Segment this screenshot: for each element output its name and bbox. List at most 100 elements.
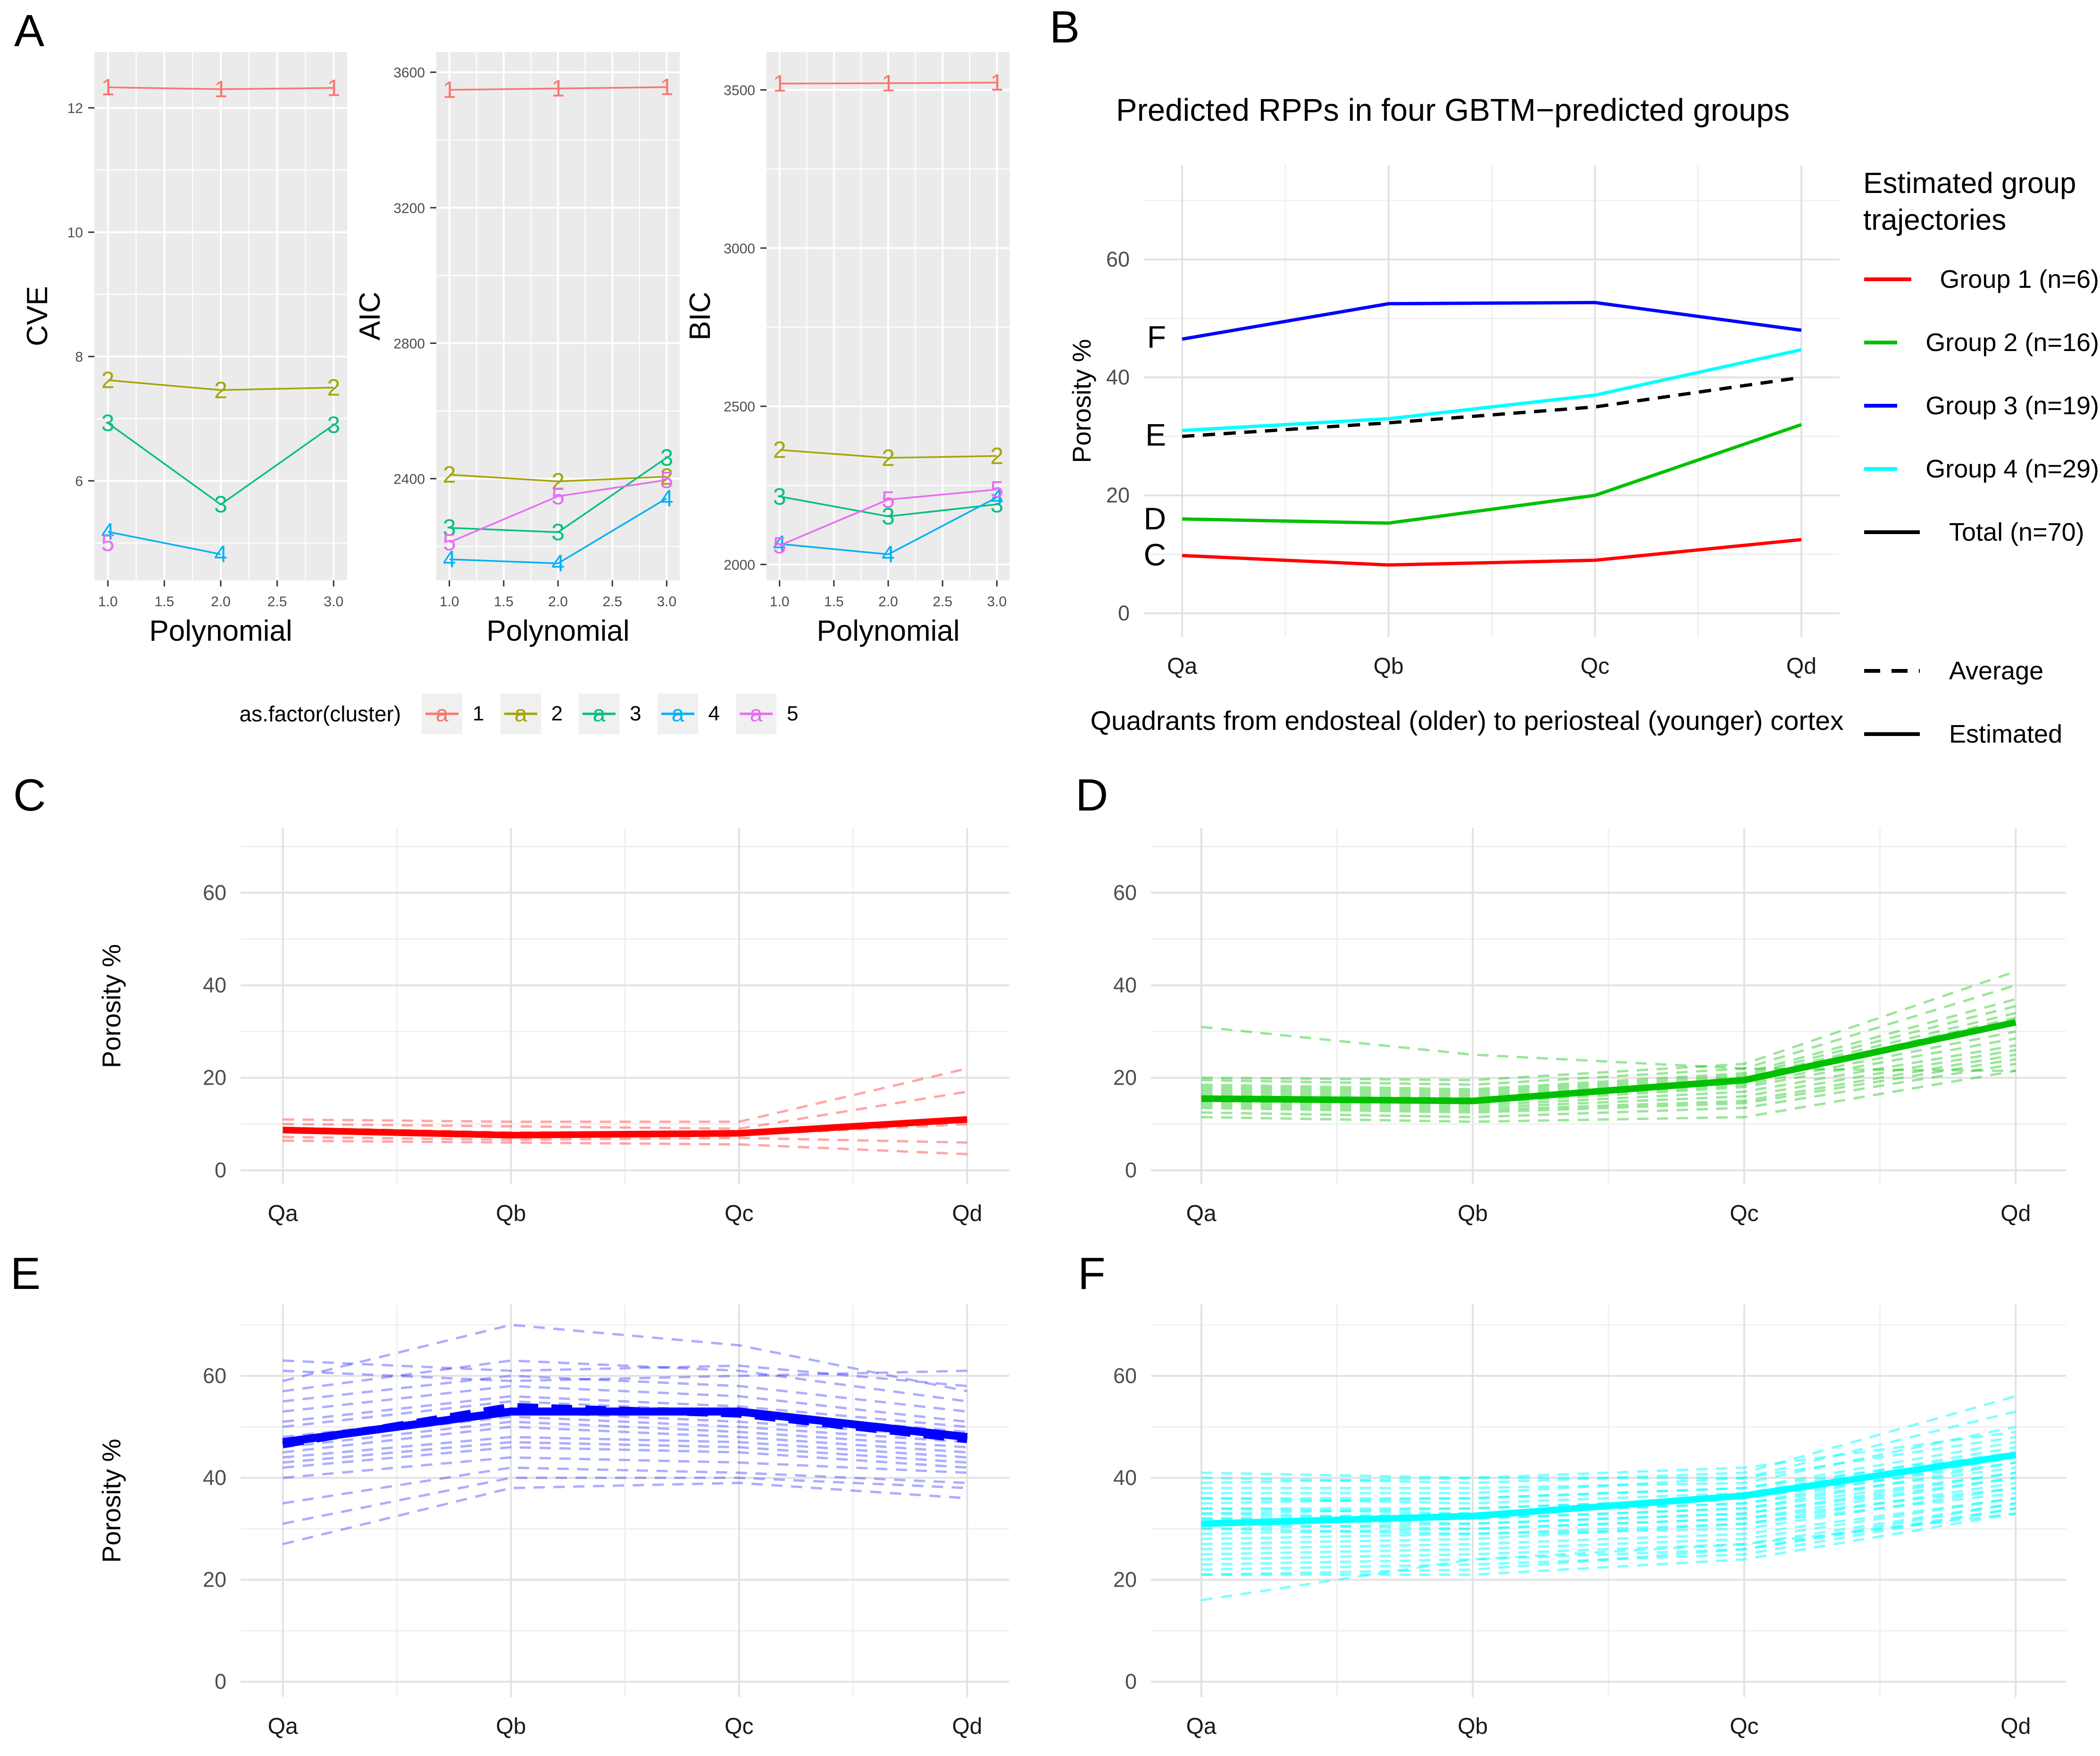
- cluster-key-icon: a: [735, 694, 776, 734]
- svg-text:2: 2: [660, 463, 673, 490]
- group4-spaghetti-chart: 0 20 40 60 Qa Qb Qc Qd: [1113, 1304, 2066, 1739]
- svg-text:20: 20: [203, 1065, 226, 1089]
- svg-text:5: 5: [773, 532, 786, 559]
- svg-text:2.5: 2.5: [602, 594, 622, 610]
- legend-line-icon: [1864, 467, 1898, 471]
- legend-item: Total (n=70): [1863, 518, 2099, 547]
- svg-text:Qa: Qa: [1186, 1714, 1217, 1739]
- legend-item: Group 3 (n=19): [1863, 391, 2099, 420]
- svg-text:1.5: 1.5: [154, 594, 174, 610]
- svg-text:2800: 2800: [393, 336, 425, 351]
- svg-text:Qb: Qb: [1458, 1714, 1488, 1739]
- cluster-key-icon: a: [500, 694, 541, 734]
- svg-text:Qb: Qb: [496, 1714, 526, 1739]
- svg-text:2.0: 2.0: [211, 594, 231, 610]
- cluster-key-icon: a: [657, 694, 698, 734]
- svg-text:1: 1: [101, 74, 115, 100]
- svg-text:a: a: [593, 702, 606, 727]
- svg-text:2: 2: [101, 367, 115, 393]
- svg-text:4: 4: [443, 546, 456, 572]
- svg-text:1.0: 1.0: [98, 594, 118, 610]
- svg-text:Qd: Qd: [952, 1201, 982, 1226]
- svg-text:a: a: [750, 702, 763, 727]
- svg-text:2400: 2400: [393, 472, 425, 487]
- svg-text:a: a: [436, 702, 449, 727]
- legend-line-icon: [1864, 669, 1920, 673]
- svg-text:Qd: Qd: [952, 1714, 982, 1739]
- svg-text:3: 3: [327, 412, 340, 438]
- svg-text:4: 4: [214, 541, 227, 568]
- svg-text:3000: 3000: [724, 241, 755, 257]
- legend-item-label: Group 4 (n=29): [1925, 455, 2099, 483]
- cluster-legend-label: 1: [473, 702, 484, 725]
- svg-text:40: 40: [1113, 1465, 1137, 1489]
- cluster-legend-label: 3: [630, 702, 642, 725]
- svg-text:3: 3: [990, 491, 1003, 518]
- svg-text:Qb: Qb: [496, 1201, 526, 1226]
- svg-text:40: 40: [1113, 973, 1137, 997]
- svg-text:Qa: Qa: [268, 1714, 298, 1739]
- svg-text:2: 2: [214, 377, 227, 403]
- svg-text:2: 2: [443, 461, 456, 488]
- legend-item-label: Average: [1949, 657, 2044, 685]
- svg-text:3: 3: [773, 483, 786, 510]
- svg-text:60: 60: [1113, 1363, 1137, 1388]
- svg-text:0: 0: [1118, 601, 1130, 625]
- svg-text:Qa: Qa: [1167, 654, 1197, 679]
- svg-text:10: 10: [67, 225, 83, 241]
- svg-text:2500: 2500: [724, 399, 755, 415]
- svg-text:2.0: 2.0: [548, 594, 568, 610]
- svg-text:1: 1: [443, 76, 456, 103]
- svg-text:Qa: Qa: [268, 1201, 298, 1226]
- svg-text:3600: 3600: [393, 65, 425, 81]
- svg-text:1: 1: [660, 74, 673, 100]
- legend-item-label: Estimated: [1949, 720, 2063, 748]
- legend-line-icon: [1864, 530, 1920, 534]
- svg-text:3: 3: [101, 410, 115, 436]
- panel-b-title: Predicted RPPs in four GBTM−predicted gr…: [1116, 92, 1790, 128]
- svg-text:5: 5: [660, 467, 673, 493]
- svg-text:Polynomial: Polynomial: [817, 615, 959, 647]
- svg-text:1: 1: [551, 75, 565, 102]
- cluster-key-icon: a: [422, 694, 463, 734]
- svg-text:2.0: 2.0: [878, 594, 898, 610]
- svg-text:40: 40: [203, 973, 226, 997]
- svg-text:1.0: 1.0: [770, 594, 790, 610]
- svg-text:2: 2: [327, 375, 340, 401]
- svg-text:Qa: Qa: [1186, 1201, 1217, 1226]
- cluster-legend-label: 4: [708, 702, 720, 725]
- svg-text:0: 0: [1125, 1670, 1137, 1694]
- svg-text:40: 40: [203, 1465, 226, 1489]
- svg-text:20: 20: [203, 1567, 226, 1591]
- cluster-legend-title: as.factor(cluster): [239, 702, 401, 726]
- svg-text:4: 4: [660, 485, 673, 511]
- svg-text:0: 0: [1125, 1158, 1137, 1182]
- svg-text:Polynomial: Polynomial: [149, 615, 292, 647]
- svg-text:Polynomial: Polynomial: [486, 615, 629, 647]
- svg-text:40: 40: [1106, 365, 1130, 389]
- svg-text:2: 2: [882, 444, 895, 471]
- aic-chart: 1.0 1.5 2.0 2.5 3.0 2400 2800 3200 3600 Polynomia…: [356, 52, 680, 647]
- svg-text:60: 60: [203, 880, 226, 904]
- legend-item-label: Group 2 (n=16): [1925, 328, 2099, 357]
- group2-spaghetti-chart: 0 20 40 60 Qa Qb Qc Qd: [1113, 828, 2066, 1226]
- svg-text:Porosity %: Porosity %: [97, 944, 126, 1068]
- svg-text:Qc: Qc: [725, 1201, 753, 1226]
- cluster-legend-label: 5: [786, 702, 799, 725]
- svg-text:C: C: [1143, 537, 1166, 572]
- cluster-key-icon: a: [579, 694, 620, 734]
- gbtm-groups-chart: 0 20 40 60 Qa Qb Qc Qd Porosity % CD E F: [1067, 165, 1840, 679]
- svg-text:1: 1: [214, 76, 227, 102]
- legend-item: Average: [1863, 656, 2099, 686]
- group1-spaghetti-chart: 0 20 40 60 Qa Qb Qc Qd Porosity %: [97, 828, 1009, 1226]
- svg-text:5: 5: [551, 483, 565, 510]
- svg-text:4: 4: [773, 531, 786, 557]
- svg-text:3500: 3500: [724, 83, 755, 98]
- svg-text:5: 5: [443, 529, 456, 556]
- svg-text:4: 4: [551, 550, 565, 577]
- svg-text:F: F: [1147, 319, 1166, 354]
